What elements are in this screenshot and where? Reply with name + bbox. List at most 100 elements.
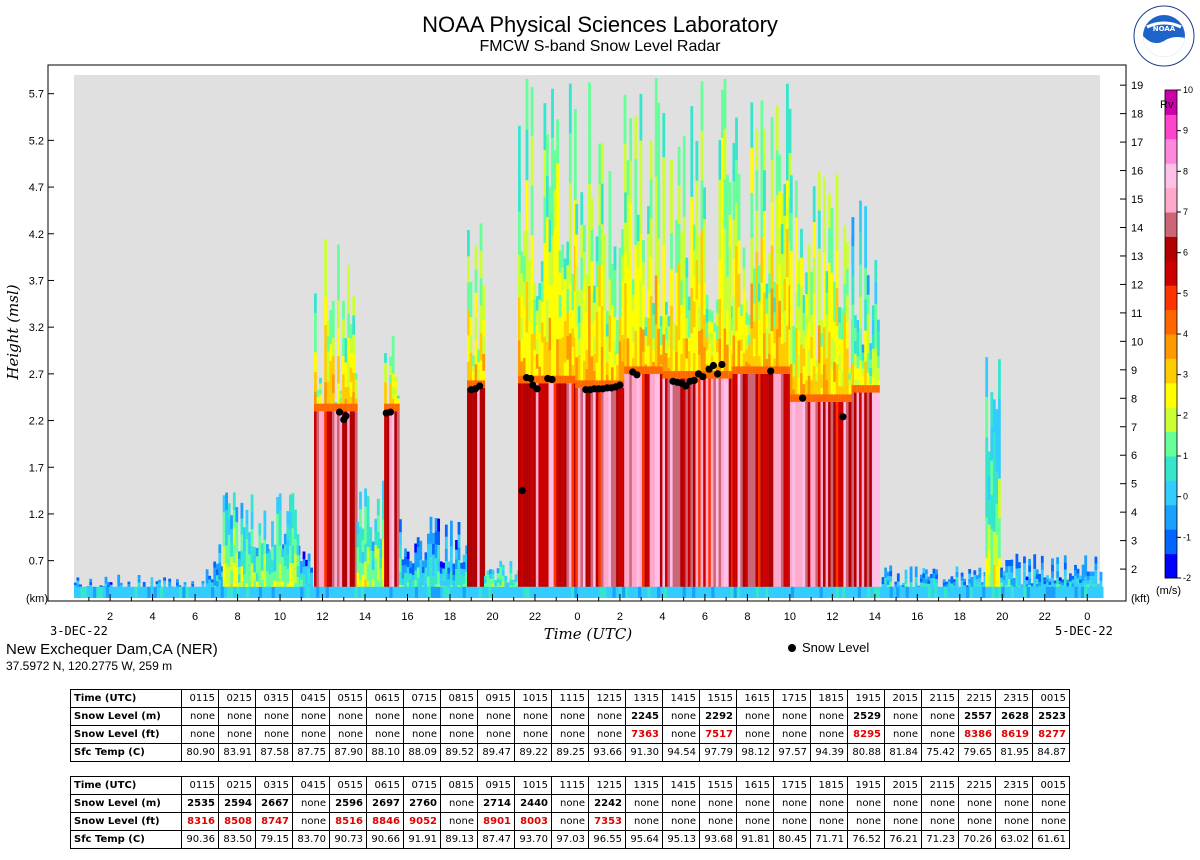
snow-level-point xyxy=(335,408,344,416)
table-cell: 88.10 xyxy=(366,743,404,762)
table-cell: 93.66 xyxy=(588,743,626,762)
colorbar-swatch xyxy=(1165,382,1177,408)
table-cell: 89.47 xyxy=(477,743,515,762)
table-cell: 71.23 xyxy=(921,830,959,849)
table-cell: none xyxy=(810,725,848,744)
x-tick-label: 0 xyxy=(1084,611,1090,623)
table-cell: none xyxy=(292,812,330,831)
x-tick-label: 6 xyxy=(192,611,198,623)
snow-level-point xyxy=(533,385,541,393)
plot-frame xyxy=(47,64,1127,602)
table-cell: 8747 xyxy=(255,812,293,831)
snow-level-point xyxy=(799,394,807,402)
table-cell: 2697 xyxy=(366,794,404,813)
x-tick-label: 20 xyxy=(486,611,498,623)
table-cell: none xyxy=(218,707,256,726)
table-cell: none xyxy=(255,707,293,726)
table-cell: 91.91 xyxy=(403,830,441,849)
table-cell: 79.65 xyxy=(958,743,996,762)
table-row: Sfc Temp (C) 80.90 83.91 87.58 87.75 87.90 88.… xyxy=(70,743,1070,762)
table-cell: none xyxy=(588,707,626,726)
table-cell: 93.70 xyxy=(514,830,552,849)
table-cell: 0415 xyxy=(292,689,330,708)
table-cell: 1515 xyxy=(699,689,737,708)
snow-level-point xyxy=(714,370,722,378)
x-tick-label: 6 xyxy=(702,611,708,623)
table-cell: none xyxy=(773,812,811,831)
echo-column xyxy=(314,238,358,598)
colorbar-tick-label: 5 xyxy=(1183,288,1188,298)
table-cell: 1915 xyxy=(847,776,885,795)
table-cell: 8386 xyxy=(958,725,996,744)
x-tick-label: 22 xyxy=(529,611,541,623)
y-unit-label: (km) xyxy=(26,593,48,605)
colorbar-swatch xyxy=(1165,553,1177,579)
colorbar-swatch xyxy=(1165,187,1177,213)
table-cell: none xyxy=(884,794,922,813)
echo-column xyxy=(575,82,627,598)
table-cell: 1815 xyxy=(810,689,848,708)
table-cell: 87.75 xyxy=(292,743,330,762)
y-tick-label: 1.2 xyxy=(29,509,44,521)
echo-column xyxy=(222,492,300,598)
x-tick-label: 16 xyxy=(401,611,413,623)
noaa-logo: NOAA xyxy=(1133,5,1195,67)
colorbar-swatch xyxy=(1165,260,1177,286)
y2-tick-label: 17 xyxy=(1131,137,1143,149)
table-cell: none xyxy=(736,707,774,726)
obs-table-day2: Time (UTC) 0115 0215 0315 0415 0515 0615 0715 08… xyxy=(70,776,1070,849)
colorbar-swatch xyxy=(1165,334,1177,359)
echo-column xyxy=(732,83,792,598)
table-cell: 2596 xyxy=(329,794,367,813)
table-row: Time (UTC) 0115 0215 0315 0415 0515 0615 0715 08… xyxy=(70,689,1070,708)
table-cell: 70.26 xyxy=(958,830,996,849)
colorbar-tick-label: 4 xyxy=(1183,329,1188,339)
table-cell: 1015 xyxy=(514,776,552,795)
colorbar-unit: (m/s) xyxy=(1156,585,1181,597)
table-cell: none xyxy=(810,707,848,726)
table-cell: 0515 xyxy=(329,776,367,795)
colorbar-tick-label: 7 xyxy=(1183,207,1188,217)
y2-tick-label: 5 xyxy=(1131,479,1137,491)
table-cell: 89.52 xyxy=(440,743,478,762)
y2-tick-label: 9 xyxy=(1131,365,1137,377)
table-cell: 7517 xyxy=(699,725,737,744)
table-cell: none xyxy=(181,707,219,726)
table-cell: 2245 xyxy=(625,707,663,726)
table-cell: 2523 xyxy=(1032,707,1070,726)
table-cell: 75.42 xyxy=(921,743,959,762)
table-cell: 2628 xyxy=(995,707,1033,726)
colorbar-swatch xyxy=(1165,480,1177,506)
table-cell: 2529 xyxy=(847,707,885,726)
table-cell: 1415 xyxy=(662,776,700,795)
table-cell: 0815 xyxy=(440,689,478,708)
table-cell: none xyxy=(699,794,737,813)
table-cell: none xyxy=(292,707,330,726)
y2-tick-label: 19 xyxy=(1131,80,1143,92)
y-tick-label: 0.7 xyxy=(29,556,44,568)
table-cell: none xyxy=(699,812,737,831)
echo-column xyxy=(851,200,880,598)
table-cell: none xyxy=(847,812,885,831)
row-header: Snow Level (ft) xyxy=(70,812,182,831)
y-axis-right: 2 3 4 5 6 7 8 9 10 11 12 13 14 15 16 17 18 19 xyxy=(1120,80,1143,576)
table-cell: none xyxy=(884,707,922,726)
table-cell: 2015 xyxy=(884,776,922,795)
table-cell: 8003 xyxy=(514,812,552,831)
y2-tick-label: 7 xyxy=(1131,422,1137,434)
table-cell: none xyxy=(921,812,959,831)
y-tick-label: 3.2 xyxy=(29,322,44,334)
table-cell: none xyxy=(551,707,589,726)
table-cell: none xyxy=(773,725,811,744)
table-cell: 2440 xyxy=(514,794,552,813)
table-cell: none xyxy=(736,812,774,831)
echo-column xyxy=(384,336,400,598)
table-cell: 63.02 xyxy=(995,830,1033,849)
table-cell: 94.39 xyxy=(810,743,848,762)
x-tick-label: 8 xyxy=(744,611,750,623)
table-cell: none xyxy=(218,725,256,744)
echo-column xyxy=(467,223,486,598)
table-cell: 2557 xyxy=(958,707,996,726)
table-cell: 8901 xyxy=(477,812,515,831)
table-cell: 0915 xyxy=(477,776,515,795)
